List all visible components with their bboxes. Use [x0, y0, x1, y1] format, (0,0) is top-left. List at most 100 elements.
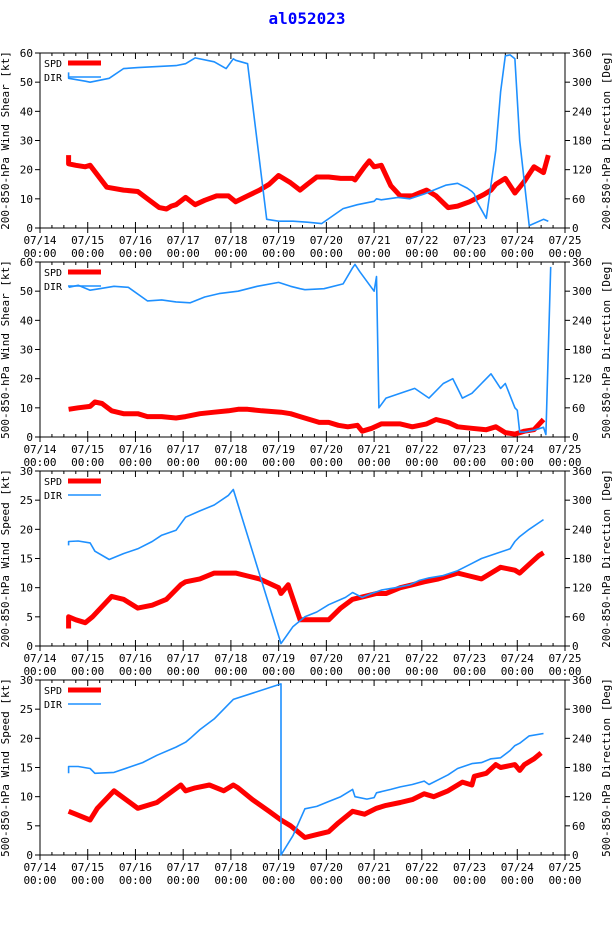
y-right-tick-label: 240: [572, 523, 592, 536]
dir-series-line: [67, 683, 544, 856]
x-tick-label-time: 00:00: [548, 665, 581, 678]
y-right-tick-label: 360: [572, 256, 592, 269]
x-tick-label-date: 07/16: [119, 861, 152, 874]
x-tick-label-date: 07/25: [548, 861, 581, 874]
x-tick-label-date: 07/21: [358, 861, 391, 874]
y-left-tick-label: 15: [20, 762, 33, 775]
y-left-tick-label: 20: [20, 523, 33, 536]
x-tick-label-time: 00:00: [310, 874, 343, 887]
x-tick-label-time: 00:00: [167, 456, 200, 469]
x-tick-label-date: 07/20: [310, 443, 343, 456]
x-tick-label-time: 00:00: [167, 874, 200, 887]
dir-series-line: [68, 263, 552, 436]
x-tick-label-date: 07/18: [214, 861, 247, 874]
x-tick-label-time: 00:00: [405, 665, 438, 678]
y-right-tick-label: 120: [572, 373, 592, 386]
figure-title: al052023: [268, 9, 346, 28]
x-tick-label-date: 07/16: [119, 443, 152, 456]
y-right-tick-label: 240: [572, 105, 592, 118]
x-tick-label-date: 07/14: [23, 443, 56, 456]
x-tick-label-date: 07/18: [214, 652, 247, 665]
y-right-tick-label: 60: [572, 820, 585, 833]
x-tick-label-time: 00:00: [501, 247, 534, 260]
y-right-tick-label: 180: [572, 135, 592, 148]
x-tick-label-time: 00:00: [214, 665, 247, 678]
y-axis-label-left: 500-850-hPa Wind Speed [kt]: [0, 678, 12, 857]
y-right-tick-label: 0: [572, 640, 579, 653]
x-tick-label-time: 00:00: [453, 456, 486, 469]
legend-spd-label: SPD: [44, 477, 62, 488]
x-tick-label-time: 00:00: [310, 456, 343, 469]
x-tick-label-time: 00:00: [23, 665, 56, 678]
x-tick-label-time: 00:00: [548, 874, 581, 887]
x-tick-label-time: 00:00: [214, 456, 247, 469]
legend-spd-label: SPD: [44, 686, 62, 697]
x-tick-label-date: 07/24: [501, 443, 534, 456]
y-right-tick-label: 360: [572, 47, 592, 60]
x-tick-label-date: 07/24: [501, 652, 534, 665]
y-right-tick-label: 240: [572, 314, 592, 327]
x-tick-label-date: 07/23: [453, 234, 486, 247]
spd-series-line: [66, 550, 545, 629]
x-tick-label-time: 00:00: [501, 874, 534, 887]
x-tick-label-time: 00:00: [453, 247, 486, 260]
x-tick-label-date: 07/15: [71, 443, 104, 456]
y-axis-label-right: 200-850-hPa Direction [Deg]: [600, 51, 613, 230]
x-tick-label-time: 00:00: [71, 665, 104, 678]
x-tick-label-date: 07/14: [23, 652, 56, 665]
x-tick-label-time: 00:00: [358, 247, 391, 260]
x-tick-label-date: 07/16: [119, 234, 152, 247]
x-tick-label-time: 00:00: [405, 456, 438, 469]
y-right-tick-label: 120: [572, 164, 592, 177]
y-left-tick-label: 40: [20, 314, 33, 327]
x-tick-label-time: 00:00: [358, 456, 391, 469]
x-tick-label-date: 07/20: [310, 234, 343, 247]
y-axis-label-left: 500-850-hPa Wind Shear [kt]: [0, 260, 12, 439]
y-left-tick-label: 50: [20, 285, 33, 298]
y-left-tick-label: 10: [20, 582, 33, 595]
x-tick-label-time: 00:00: [71, 247, 104, 260]
x-tick-label-date: 07/23: [453, 652, 486, 665]
y-left-tick-label: 0: [26, 222, 33, 235]
y-left-tick-label: 25: [20, 703, 33, 716]
x-tick-label-date: 07/24: [501, 234, 534, 247]
y-left-tick-label: 30: [20, 344, 33, 357]
x-tick-label-date: 07/16: [119, 652, 152, 665]
x-tick-label-date: 07/21: [358, 652, 391, 665]
plot-frame: [39, 52, 566, 229]
spd-series-line: [67, 750, 543, 840]
plot-frame: [39, 679, 566, 856]
spd-series-line: [68, 399, 546, 437]
x-tick-label-date: 07/19: [262, 861, 295, 874]
spd-series-line: [66, 154, 551, 212]
y-right-tick-label: 0: [572, 222, 579, 235]
x-tick-label-date: 07/19: [262, 652, 295, 665]
y-right-tick-label: 300: [572, 285, 592, 298]
y-right-tick-label: 300: [572, 703, 592, 716]
x-tick-label-time: 00:00: [501, 456, 534, 469]
x-tick-label-date: 07/25: [548, 234, 581, 247]
x-tick-label-time: 00:00: [262, 665, 295, 678]
x-tick-label-date: 07/20: [310, 652, 343, 665]
x-tick-label-date: 07/18: [214, 234, 247, 247]
x-tick-label-date: 07/19: [262, 234, 295, 247]
dir-series-line: [67, 488, 544, 645]
y-left-tick-label: 30: [20, 465, 33, 478]
y-right-tick-label: 120: [572, 791, 592, 804]
x-tick-label-time: 00:00: [405, 247, 438, 260]
x-tick-label-date: 07/24: [501, 861, 534, 874]
y-axis-label-right: 200-850-hPa Direction [Deg]: [600, 469, 613, 648]
x-tick-label-date: 07/14: [23, 861, 56, 874]
x-tick-label-date: 07/22: [405, 861, 438, 874]
y-right-tick-label: 120: [572, 582, 592, 595]
x-tick-label-time: 00:00: [358, 874, 391, 887]
y-left-tick-label: 30: [20, 674, 33, 687]
x-tick-label-time: 00:00: [214, 874, 247, 887]
x-tick-label-time: 00:00: [262, 247, 295, 260]
x-tick-label-time: 00:00: [453, 874, 486, 887]
y-left-tick-label: 0: [26, 849, 33, 862]
y-left-tick-label: 20: [20, 164, 33, 177]
x-tick-label-date: 07/17: [167, 234, 200, 247]
dir-series-line: [67, 54, 549, 227]
